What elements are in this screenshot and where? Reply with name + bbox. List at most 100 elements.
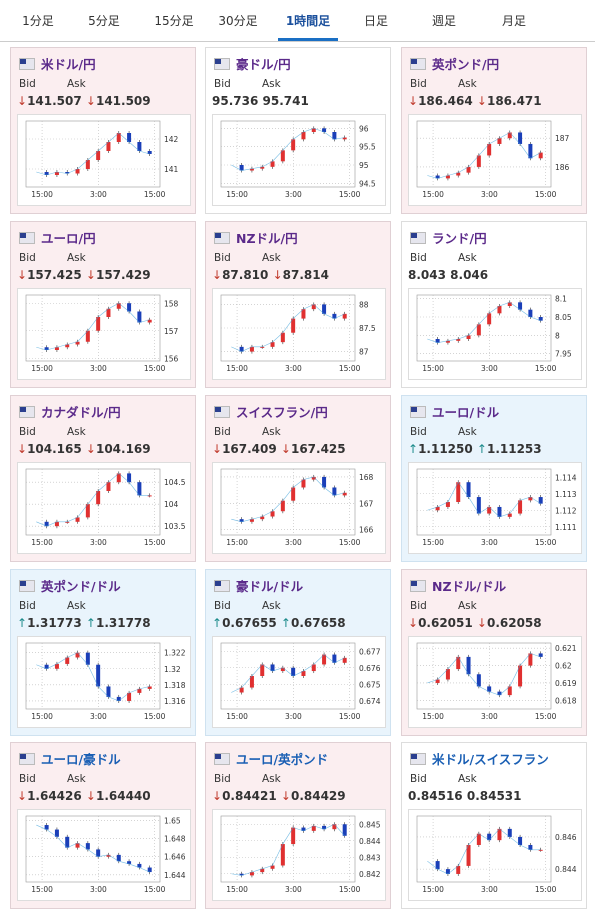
currency-card[interactable]: 英ポンド/ドル Bid Ask ↑1.31773 ↑1.31778 1.322 1.32 1… bbox=[10, 569, 196, 736]
candle bbox=[322, 825, 327, 830]
y-tick-label: 166 bbox=[359, 526, 374, 535]
currency-card[interactable]: ユーロ/英ポンド Bid Ask ↓0.84421 ↓0.84429 0.845 0.84… bbox=[205, 742, 391, 909]
candle bbox=[54, 521, 59, 527]
arrow: ↓ bbox=[476, 616, 487, 630]
tab[interactable]: 5分足 bbox=[88, 14, 120, 28]
currency-card[interactable]: 豪ドル/ドル Bid Ask ↑0.67655 ↑0.67658 0.677 0.676 0… bbox=[205, 569, 391, 736]
pair-name[interactable]: NZドル/ドル bbox=[432, 579, 507, 594]
ask-value: 0.67658 bbox=[290, 616, 346, 630]
ask-label: Ask bbox=[458, 600, 477, 612]
tab[interactable]: 1分足 bbox=[22, 14, 54, 28]
close-line bbox=[36, 824, 150, 873]
chart-svg: 96 95.5 95 94.5 15:00 3:00 15:00 bbox=[220, 120, 376, 199]
pair-name[interactable]: 米ドル/スイスフラン bbox=[432, 752, 549, 767]
candle bbox=[518, 836, 523, 845]
candle bbox=[332, 654, 337, 663]
pair-name[interactable]: 英ポンド/ドル bbox=[41, 579, 121, 594]
currency-card[interactable]: カナダドル/円 Bid Ask ↓104.165 ↓104.169 104.5 104 10… bbox=[10, 395, 196, 562]
y-tick-label: 186 bbox=[555, 163, 570, 172]
plot-frame bbox=[416, 642, 552, 710]
flag bbox=[214, 406, 230, 418]
candle bbox=[280, 667, 285, 672]
ask-value: 186.471 bbox=[486, 94, 542, 108]
quotes: 0.84516 0.84531 bbox=[408, 789, 522, 803]
tab[interactable]: 15分足 bbox=[154, 14, 194, 28]
plot-frame bbox=[220, 468, 356, 536]
y-tick-label: 104.5 bbox=[164, 478, 186, 487]
candle bbox=[322, 304, 327, 314]
currency-card[interactable]: 米ドル/円 Bid Ask ↓141.507 ↓141.509 142 141 15:00 3… bbox=[10, 47, 196, 214]
pair-name[interactable]: スイスフラン/円 bbox=[236, 405, 328, 420]
x-tick-label: 15:00 bbox=[339, 538, 361, 547]
currency-card[interactable]: 豪ドル/円 Bid Ask 95.736 95.741 96 95.5 95 94.5 15:0… bbox=[205, 47, 391, 214]
y-tick-label: 0.674 bbox=[359, 697, 381, 706]
candle bbox=[116, 303, 121, 309]
y-tick-label: 8.05 bbox=[555, 313, 572, 322]
chart-svg: 0.677 0.676 0.675 0.674 15:00 3:00 15:00 bbox=[220, 642, 381, 721]
candle bbox=[445, 669, 450, 680]
candle bbox=[466, 335, 471, 339]
ask-value: 87.814 bbox=[282, 268, 329, 282]
pair-name[interactable]: 豪ドル/円 bbox=[236, 57, 291, 72]
tab[interactable]: 月足 bbox=[501, 14, 526, 28]
x-tick-label: 15:00 bbox=[339, 364, 361, 373]
x-tick-label: 15:00 bbox=[144, 712, 166, 721]
pair-name[interactable]: ユーロ/英ポンド bbox=[236, 752, 329, 767]
candle bbox=[342, 313, 347, 319]
y-tick-label: 1.114 bbox=[555, 473, 577, 482]
candle bbox=[466, 656, 471, 675]
tab[interactable]: 日足 bbox=[363, 14, 388, 28]
currency-card[interactable]: NZドル/ドル Bid Ask ↓0.62051 ↓0.62058 0.621 0.62 0… bbox=[401, 569, 587, 736]
candle bbox=[85, 843, 90, 850]
currency-card[interactable]: NZドル/円 Bid Ask ↓87.810 ↓87.814 88 87.5 87 15:00… bbox=[205, 221, 391, 388]
pair-name[interactable]: ユーロ/ドル bbox=[432, 405, 500, 420]
candle bbox=[85, 652, 90, 665]
candle bbox=[280, 500, 285, 512]
candle bbox=[497, 138, 502, 144]
currency-card[interactable]: ユーロ/ドル Bid Ask ↑1.11250 ↑1.11253 1.114 1.113 1… bbox=[401, 395, 587, 562]
currency-card[interactable]: 米ドル/スイスフラン Bid Ask 0.84516 0.84531 0.846 0.84… bbox=[401, 742, 587, 909]
close-line bbox=[427, 653, 541, 696]
currency-card[interactable]: 英ポンド/円 Bid Ask ↓186.464 ↓186.471 187 186 15:00… bbox=[401, 47, 587, 214]
candle bbox=[270, 865, 275, 869]
candle bbox=[538, 653, 543, 657]
pair-name[interactable]: ランド/円 bbox=[432, 231, 487, 246]
x-tick-label: 15:00 bbox=[226, 885, 248, 894]
flag bbox=[19, 406, 35, 418]
bid-label: Bid bbox=[410, 600, 427, 612]
currency-card[interactable]: スイスフラン/円 Bid Ask ↓167.409 ↓167.425 168 167 166… bbox=[205, 395, 391, 562]
pair-name[interactable]: NZドル/円 bbox=[236, 231, 298, 246]
candle bbox=[476, 833, 481, 845]
arrow: ↓ bbox=[280, 442, 291, 456]
pair-name[interactable]: 米ドル/円 bbox=[41, 57, 96, 72]
bid-value: 1.64426 bbox=[27, 789, 82, 803]
arrow: ↓ bbox=[212, 268, 223, 282]
y-tick-label: 94.5 bbox=[359, 179, 376, 188]
pair-name[interactable]: ユーロ/豪ドル bbox=[41, 752, 121, 767]
flag-mark bbox=[411, 407, 417, 412]
pair-name[interactable]: 豪ドル/ドル bbox=[236, 579, 304, 594]
candle bbox=[127, 133, 132, 142]
pair-name[interactable]: 英ポンド/円 bbox=[432, 57, 500, 72]
x-tick-label: 15:00 bbox=[31, 538, 53, 547]
candle bbox=[65, 836, 70, 848]
candle bbox=[249, 168, 254, 171]
currency-card[interactable]: ランド/円 Bid Ask 8.043 8.046 8.1 8.05 8 7.95 15:00 3… bbox=[401, 221, 587, 388]
pair-name[interactable]: カナダドル/円 bbox=[41, 405, 121, 420]
currency-card[interactable]: ユーロ/円 Bid Ask ↓157.425 ↓157.429 158 157 156 15:… bbox=[10, 221, 196, 388]
candle bbox=[435, 339, 440, 343]
currency-card[interactable]: ユーロ/豪ドル Bid Ask ↓1.64426 ↓1.64440 1.65 1.648 1… bbox=[10, 742, 196, 909]
pair-name[interactable]: ユーロ/円 bbox=[41, 231, 96, 246]
ask-label: Ask bbox=[262, 600, 281, 612]
ask-value: 0.84429 bbox=[290, 789, 346, 803]
mini-chart: 0.845 0.844 0.843 0.842 15:00 3:00 15:00 bbox=[212, 809, 386, 901]
plot-frame bbox=[416, 294, 552, 362]
y-tick-label: 1.644 bbox=[164, 871, 186, 880]
tab[interactable]: 30分足 bbox=[218, 14, 258, 28]
tab[interactable]: 週足 bbox=[431, 14, 456, 28]
tab[interactable]: 1時間足 bbox=[278, 0, 338, 41]
quotes: ↓87.810 ↓87.814 bbox=[212, 268, 329, 282]
candle bbox=[96, 151, 101, 160]
x-tick-label: 3:00 bbox=[481, 885, 498, 894]
arrow: ↑ bbox=[408, 442, 419, 456]
